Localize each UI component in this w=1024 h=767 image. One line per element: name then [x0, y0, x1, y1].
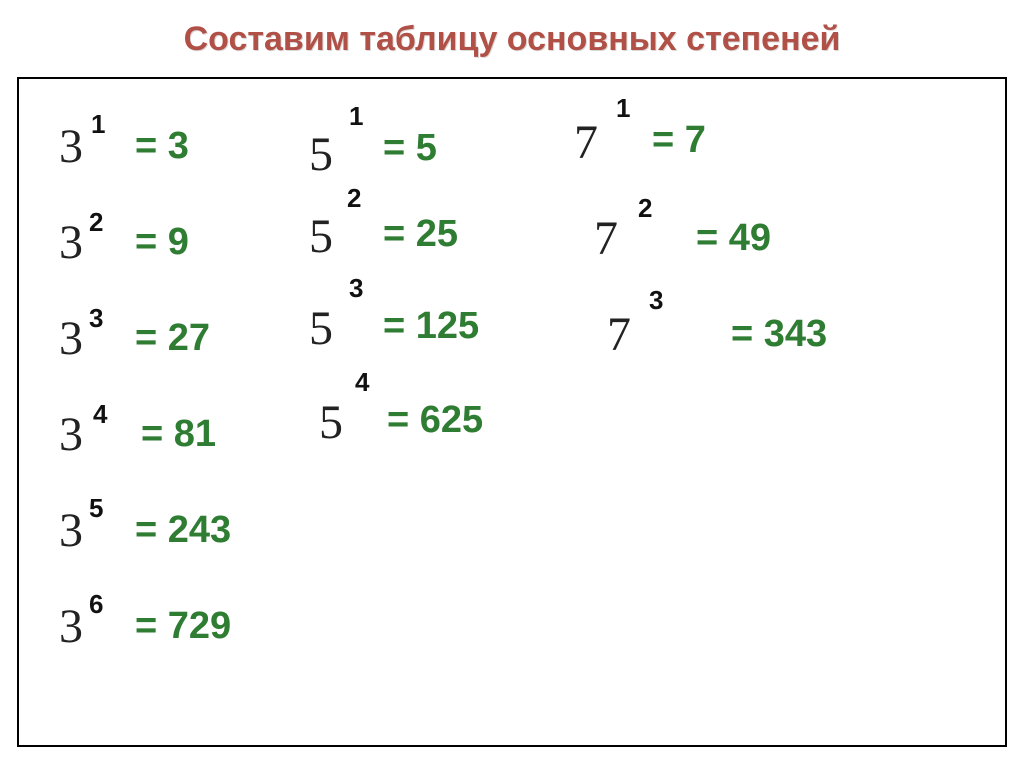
power-5-3: 5 3 = 125: [309, 301, 479, 356]
exp-2: 2: [89, 207, 103, 238]
base-7: 7: [574, 115, 598, 170]
result-5-1: = 5: [383, 127, 437, 170]
base-5: 5: [309, 209, 333, 264]
base-3: 3: [59, 407, 83, 462]
exp-5: 5: [89, 493, 103, 524]
power-7-3: 7 3 = 343: [607, 307, 827, 362]
result-3-5: = 243: [135, 509, 231, 552]
power-5-2: 5 2 = 25: [309, 209, 458, 264]
result-3-6: = 729: [135, 605, 231, 648]
result-5-4: = 625: [387, 399, 483, 442]
power-3-3: 3 3 = 27: [59, 311, 210, 366]
exp-4: 4: [93, 399, 107, 430]
base-3: 3: [59, 119, 83, 174]
result-3-3: = 27: [135, 317, 210, 360]
exp-2: 2: [347, 183, 361, 214]
page-title: Составим таблицу основных степеней: [10, 20, 1014, 59]
exp-6: 6: [89, 589, 103, 620]
power-5-1: 5 1 = 5: [309, 127, 437, 182]
exp-1: 1: [349, 101, 363, 132]
result-3-1: = 3: [135, 125, 189, 168]
base-5: 5: [319, 395, 343, 450]
exp-3: 3: [649, 285, 663, 316]
base-7: 7: [607, 307, 631, 362]
base-5: 5: [309, 127, 333, 182]
result-3-4: = 81: [141, 413, 216, 456]
exp-1: 1: [616, 93, 630, 124]
power-3-6: 3 6 = 729: [59, 599, 231, 654]
power-3-2: 3 2 = 9: [59, 215, 189, 270]
exp-1: 1: [91, 109, 105, 140]
base-3: 3: [59, 215, 83, 270]
power-3-4: 3 4 = 81: [59, 407, 216, 462]
power-5-4: 5 4 = 625: [319, 395, 483, 450]
power-7-2: 7 2 = 49: [594, 211, 771, 266]
exp-3: 3: [89, 303, 103, 334]
base-3: 3: [59, 599, 83, 654]
base-3: 3: [59, 311, 83, 366]
result-7-1: = 7: [652, 119, 706, 162]
base-7: 7: [594, 211, 618, 266]
result-7-2: = 49: [696, 217, 771, 260]
exp-4: 4: [355, 367, 369, 398]
exp-3: 3: [349, 273, 363, 304]
base-5: 5: [309, 301, 333, 356]
base-3: 3: [59, 503, 83, 558]
power-3-1: 3 1 = 3: [59, 119, 189, 174]
exp-2: 2: [638, 193, 652, 224]
power-3-5: 3 5 = 243: [59, 503, 231, 558]
result-5-3: = 125: [383, 305, 479, 348]
result-3-2: = 9: [135, 221, 189, 264]
powers-frame: 3 1 = 3 3 2 = 9 3 3 = 27 3 4 = 81 3 5 = …: [17, 77, 1007, 747]
result-7-3: = 343: [731, 313, 827, 356]
power-7-1: 7 1 = 7: [574, 115, 706, 170]
slide-page: Составим таблицу основных степеней 3 1 =…: [0, 0, 1024, 767]
result-5-2: = 25: [383, 213, 458, 256]
